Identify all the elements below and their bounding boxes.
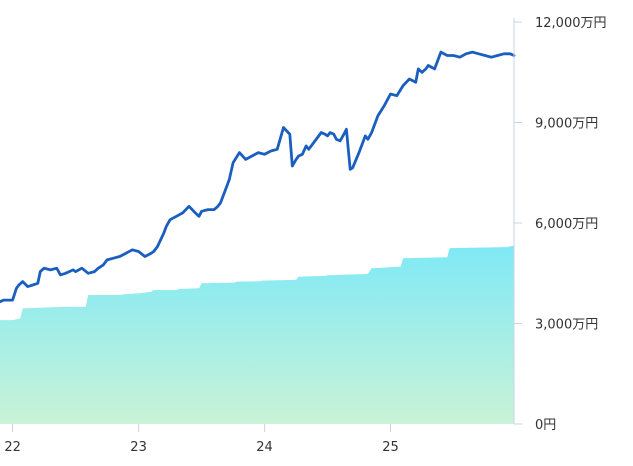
y-tick-label: 9,000万円 <box>535 117 598 132</box>
area-layer <box>0 245 514 424</box>
x-tick-label: 24 <box>256 440 273 455</box>
axis-layer: 0円 3,000万円 6,000万円 9,000万円 12,000万円 22 23 24 25 <box>4 16 606 455</box>
x-tick-label: 25 <box>382 440 399 455</box>
line-layer <box>0 50 516 304</box>
principal-area <box>0 245 514 424</box>
y-tick-label: 12,000万円 <box>535 16 607 31</box>
x-tick-label: 23 <box>130 440 147 455</box>
y-tick-label: 6,000万円 <box>535 217 598 232</box>
y-tick-label: 3,000万円 <box>535 318 598 333</box>
x-tick-label: 22 <box>4 440 21 455</box>
asset-value-line <box>0 50 516 304</box>
y-tick-label: 0円 <box>535 418 556 433</box>
